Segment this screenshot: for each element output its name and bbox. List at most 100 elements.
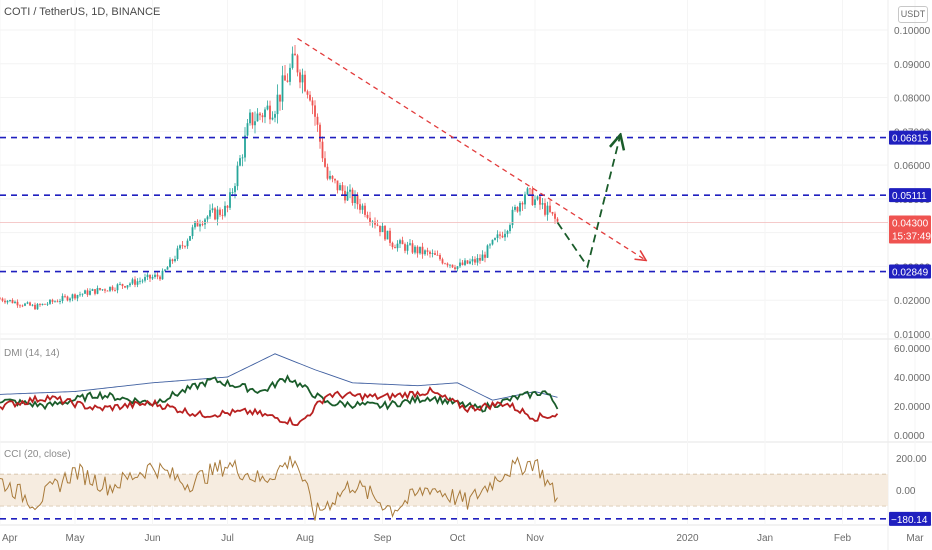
price-tick-label: 0.01000 (894, 330, 931, 341)
candle-body (14, 301, 16, 304)
candle-body (436, 254, 439, 256)
candle-body (11, 299, 14, 304)
candle-body (486, 245, 489, 258)
time-tick-label: May (66, 533, 85, 544)
drawings (297, 37, 646, 269)
grid (0, 29, 888, 335)
candle-body (144, 277, 146, 281)
time-tick-label: 2020 (676, 533, 699, 544)
candle-body (161, 270, 164, 280)
candle-body (499, 234, 501, 236)
candle-body (204, 219, 206, 225)
candle-body (524, 194, 526, 205)
candle-body (114, 289, 116, 291)
candle-body (96, 288, 99, 294)
candle-body (49, 299, 51, 304)
candle-body (481, 254, 484, 261)
candle-body (244, 135, 246, 158)
candle-body (459, 262, 461, 267)
candle-body (0, 298, 1, 300)
candle-body (424, 250, 426, 255)
candle-body (331, 175, 334, 179)
candle-body (129, 283, 131, 286)
level-tag (889, 130, 931, 145)
candle-body (214, 208, 216, 220)
candle-body (364, 205, 366, 215)
candle-body (101, 289, 104, 291)
candle-body (539, 196, 541, 205)
cci-line (0, 455, 558, 521)
candle-body (504, 233, 506, 238)
candle-body (276, 94, 279, 115)
candle-body (421, 246, 424, 255)
candle-body (286, 80, 289, 82)
candle-body (269, 105, 271, 120)
candle-body (384, 225, 386, 240)
candle-body (341, 185, 344, 191)
candle-body (281, 75, 284, 102)
candle-body (544, 203, 546, 215)
candle-body (329, 175, 331, 179)
candle-body (66, 296, 69, 301)
candle-body (466, 260, 469, 264)
candle-body (549, 205, 551, 212)
candle-body (106, 290, 109, 292)
candle-body (229, 192, 231, 208)
candle-body (469, 261, 471, 264)
time-tick-label: Jul (221, 533, 234, 544)
candle-body (116, 284, 119, 291)
cci-title: CCI (20, close) (4, 449, 71, 460)
cci-axis: 200.00 0.00 (896, 454, 927, 497)
candle-body (91, 289, 94, 291)
candle-body (399, 240, 401, 244)
candle-body (159, 276, 161, 280)
candle-body (44, 303, 46, 305)
candle-body (371, 221, 374, 223)
time-tick-label: Nov (526, 533, 544, 544)
candle-body (446, 263, 449, 266)
last-price-label: 0.04300 (892, 219, 929, 230)
candle-body (291, 53, 294, 68)
time-tick-label: Aug (296, 533, 314, 544)
candle-body (456, 266, 459, 270)
candle-body (164, 269, 166, 271)
candle-body (339, 185, 341, 191)
candle-body (526, 188, 529, 195)
candle-body (166, 267, 169, 270)
candle-body (196, 221, 199, 227)
candle-body (296, 55, 299, 73)
candle-body (429, 251, 431, 254)
dmi-axis: 60.0000 40.0000 20.0000 0.0000 (894, 344, 931, 442)
cci-tick-label: 0.00 (896, 486, 916, 497)
price-tick-label: 0.06000 (894, 161, 931, 172)
candle-body (451, 264, 454, 268)
candle-body (184, 246, 186, 247)
dmi-series (0, 353, 559, 426)
time-tick-label: Jan (757, 533, 773, 544)
candle-body (234, 186, 236, 193)
candle-body (334, 178, 336, 181)
dmi-tick-label: 20.0000 (894, 402, 931, 413)
candle-body (266, 105, 269, 110)
candle-body (199, 224, 201, 227)
candle-body (201, 224, 204, 225)
candle-body (519, 202, 521, 212)
candle-body (389, 230, 391, 243)
candle-body (126, 285, 129, 288)
candle-body (494, 238, 496, 240)
candle-body (546, 205, 549, 215)
currency-unit[interactable]: USDT (898, 6, 928, 23)
cci-value-tag (889, 511, 931, 526)
candle-body (134, 279, 136, 285)
chart-title: COTI / TetherUS, 1D, BINANCE (4, 6, 160, 18)
candle-body (1, 298, 4, 301)
candle-body (271, 117, 274, 120)
candle-body (284, 75, 286, 81)
candle-body (16, 301, 19, 306)
candle-body (359, 204, 361, 210)
candle-body (391, 242, 394, 248)
candle-body (431, 253, 434, 254)
candle-body (81, 293, 84, 295)
candle-body (484, 254, 486, 258)
